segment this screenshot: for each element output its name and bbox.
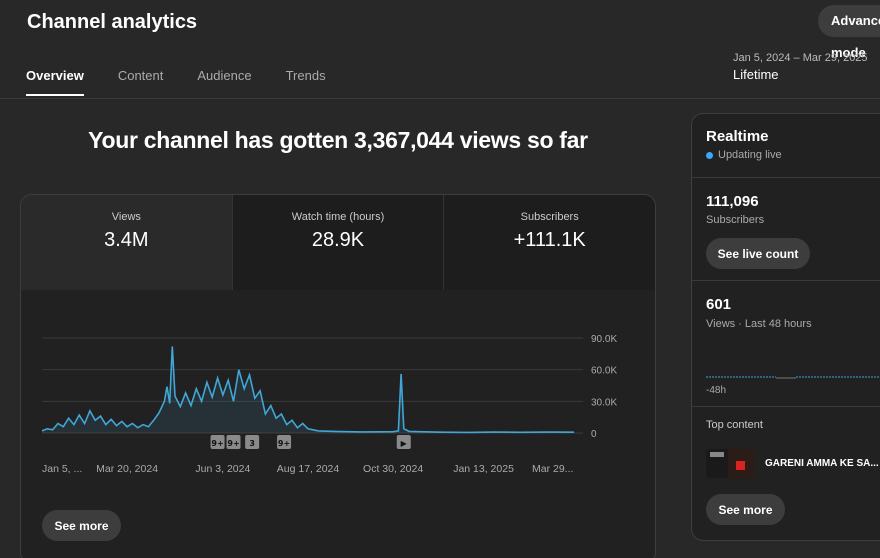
metric-tabs: Views 3.4M Watch time (hours) 28.9K Subs…: [21, 195, 655, 290]
tab-bar: Overview Content Audience Trends: [26, 58, 360, 96]
realtime-card: Realtime Updating live 111,096 Subscribe…: [691, 113, 880, 541]
svg-text:9+: 9+: [211, 439, 223, 448]
x-tick-label: Mar 29...: [532, 463, 573, 475]
realtime-status-text: Updating live: [718, 149, 782, 161]
date-period[interactable]: Lifetime: [733, 67, 779, 82]
svg-text:9+: 9+: [227, 439, 239, 448]
x-tick-label: Jan 13, 2025: [453, 463, 514, 475]
overview-card: Views 3.4M Watch time (hours) 28.9K Subs…: [20, 194, 656, 558]
realtime-views-label: Views · Last 48 hours: [706, 318, 812, 330]
y-tick-label: 30.0K: [591, 397, 617, 408]
x-tick-label: Aug 17, 2024: [277, 463, 340, 475]
realtime-subscribers-label: Subscribers: [706, 214, 765, 226]
metric-label: Views: [111, 211, 141, 223]
realtime-see-more-button[interactable]: See more: [706, 494, 785, 525]
metric-label: Subscribers: [520, 211, 579, 223]
chart-marker: 9+: [210, 435, 225, 449]
headline: Your channel has gotten 3,367,044 views …: [88, 127, 588, 153]
video-thumbnail[interactable]: [706, 449, 754, 478]
chart-marker: 9+: [226, 435, 241, 449]
realtime-views-value: 601: [706, 296, 732, 313]
metric-value: +111.1K: [513, 229, 586, 251]
tabs-divider: [0, 98, 880, 99]
date-range[interactable]: Jan 5, 2024 – Mar 29, 2025: [733, 52, 868, 64]
realtime-title: Realtime: [706, 128, 769, 145]
tab-audience[interactable]: Audience: [197, 68, 252, 83]
realtime-axis-label: -48h: [706, 385, 727, 396]
metric-label: Watch time (hours): [291, 211, 385, 223]
svg-text:▶: ▶: [401, 439, 408, 448]
chart-marker: 3: [245, 435, 260, 449]
chart-marker: 9+: [277, 435, 292, 449]
series-area: [42, 346, 574, 433]
top-content-label: Top content: [706, 419, 763, 431]
realtime-subscribers-value: 111,096: [706, 193, 759, 210]
advanced-mode-button[interactable]: Advanced mode: [818, 5, 880, 60]
svg-text:9+: 9+: [278, 439, 290, 448]
x-tick-label: Oct 30, 2024: [363, 463, 423, 475]
realtime-views-chart[interactable]: [706, 360, 880, 390]
metric-subscribers[interactable]: Subscribers +111.1K: [443, 195, 655, 290]
tab-content[interactable]: Content: [117, 68, 164, 83]
realtime-status: Updating live: [706, 149, 782, 161]
tab-overview[interactable]: Overview: [26, 58, 84, 96]
x-tick-label: Mar 20, 2024: [96, 463, 158, 475]
divider: [692, 406, 880, 407]
x-tick-label: Jun 3, 2024: [195, 463, 250, 475]
page-title: Channel analytics: [27, 11, 198, 33]
metric-views[interactable]: Views 3.4M: [21, 195, 232, 290]
chart-marker: ▶: [396, 435, 411, 449]
see-more-button[interactable]: See more: [42, 510, 121, 541]
y-tick-label: 60.0K: [591, 366, 617, 377]
metric-watch-time[interactable]: Watch time (hours) 28.9K: [231, 195, 444, 290]
y-tick-label: 90.0K: [591, 334, 617, 345]
x-tick-label: Jan 5, ...: [42, 463, 82, 475]
top-content-title[interactable]: GARENI AMMA KE SA...: [765, 458, 879, 469]
tab-trends[interactable]: Trends: [285, 68, 326, 83]
metric-value: 3.4M: [104, 229, 149, 251]
y-tick-label: 0: [591, 429, 597, 440]
series-line: [41, 346, 575, 434]
metric-value: 28.9K: [311, 229, 365, 251]
divider: [692, 177, 880, 178]
views-chart[interactable]: 90.0K 60.0K 30.0K 0 9+ 9+ 3 9+ ▶ Jan 5, ... Mar 20…: [21, 290, 656, 490]
divider: [692, 280, 880, 281]
see-live-count-button[interactable]: See live count: [706, 238, 810, 269]
svg-text:3: 3: [249, 439, 255, 448]
live-dot-icon: [706, 151, 713, 159]
